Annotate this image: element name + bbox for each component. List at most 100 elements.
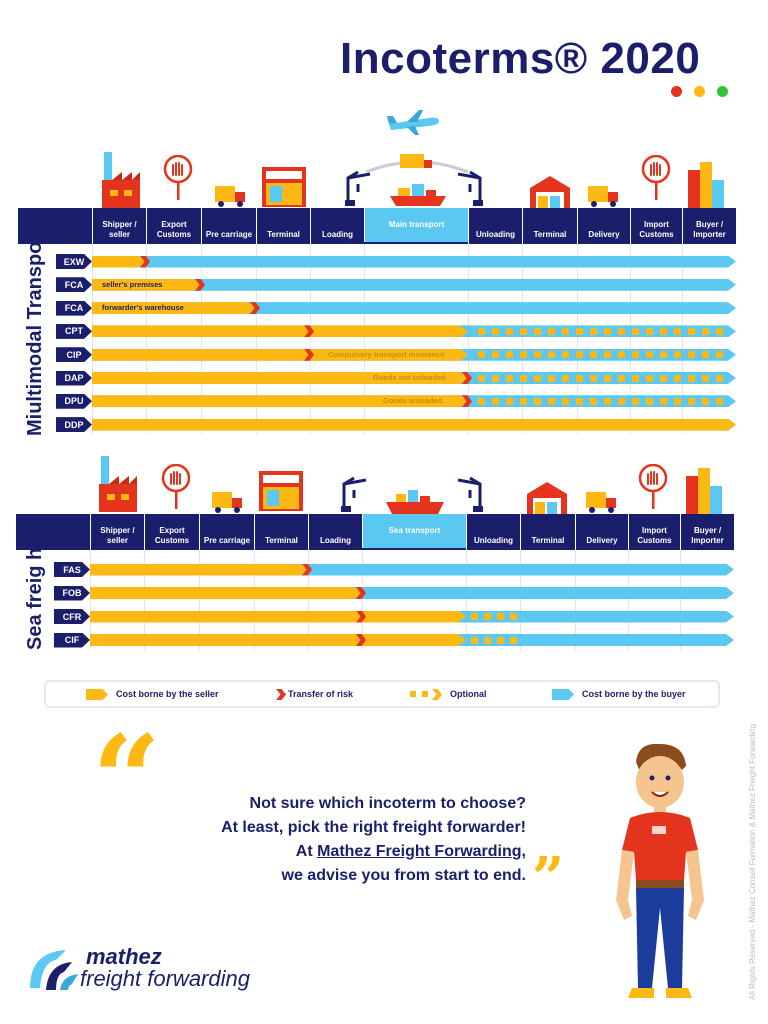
- sea-grid-line: [199, 550, 200, 650]
- mathez-link[interactable]: Mathez Freight Forwarding: [317, 843, 522, 860]
- quote-block: Not sure which incoterm to choose? At le…: [146, 792, 526, 888]
- risk-transfer-marker: [250, 302, 260, 315]
- optional-dot: [534, 351, 541, 359]
- optional-dot: [688, 397, 695, 405]
- risk-transfer-marker: [140, 255, 150, 268]
- terminal-building-icon-sea: [259, 471, 303, 511]
- optional-dot: [702, 327, 709, 335]
- optional-dot: [506, 374, 513, 382]
- multimodal-grid-line: [256, 244, 257, 434]
- incoterm-tag-fca: FCA: [56, 300, 92, 316]
- multimodal-grid-line: [364, 244, 365, 434]
- optional-dot: [478, 327, 485, 335]
- optional-dot: [688, 351, 695, 359]
- customs-hand-icon-2: [641, 155, 671, 200]
- optional-dot: [716, 374, 723, 382]
- quote-line-3-post: ,: [521, 843, 526, 860]
- optional-dot: [478, 397, 485, 405]
- optional-dot: [674, 327, 681, 335]
- incoterm-tag-ddp: DDP: [56, 417, 92, 433]
- optional-dot: [548, 397, 555, 405]
- seller-cost-bar: [92, 325, 468, 337]
- row-label: Compulsory transport insurance: [328, 349, 445, 359]
- optional-dot: [632, 351, 639, 359]
- sea-header-sea-transport: Sea transport: [362, 514, 466, 548]
- sea-header-terminal: Terminal: [520, 514, 575, 550]
- optional-dot: [632, 374, 639, 382]
- sea-header-import-customs: Import Customs: [628, 514, 680, 550]
- legend-risk-swatch: [276, 689, 286, 700]
- optional-dot: [688, 327, 695, 335]
- optional-dot: [562, 351, 569, 359]
- multimodal-header-main-transport: Main transport: [364, 208, 468, 242]
- optional-dot: [618, 351, 625, 359]
- multimodal-header-buyer-importer: Buyer / Importer: [682, 208, 736, 244]
- optional-dot: [702, 351, 709, 359]
- seller-cost-bar: [90, 587, 362, 599]
- incoterm-tag-fob: FOB: [54, 585, 90, 601]
- multimodal-grid-line: [92, 244, 93, 434]
- optional-dot: [646, 397, 653, 405]
- legend-seller-swatch: [86, 689, 108, 700]
- truck-icon-sea-2: [586, 492, 616, 513]
- factory-icon-sea: [99, 456, 137, 512]
- terminal-building-icon: [262, 167, 306, 207]
- sea-section: Shipper / seller Export Customs Pre carria…: [16, 514, 734, 650]
- multimodal-header-import-customs: Import Customs: [630, 208, 682, 244]
- legend-optional-dot: [410, 691, 416, 697]
- sea-header-loading: Loading: [308, 514, 362, 550]
- optional-dot: [497, 636, 504, 644]
- optional-dot: [674, 374, 681, 382]
- optional-dot: [497, 613, 504, 620]
- sea-grid-line: [575, 550, 576, 650]
- multimodal-grid-line: [577, 244, 578, 434]
- legend-seller-label: Cost borne by the seller: [116, 689, 219, 699]
- optional-dot: [492, 327, 499, 335]
- multimodal-header-export-customs: Export Customs: [146, 208, 201, 244]
- sea-header-export-customs: Export Customs: [144, 514, 199, 550]
- crane-icon: [345, 170, 371, 206]
- man-character-icon: [616, 743, 704, 998]
- sea-grid-line: [628, 550, 629, 650]
- optional-dot: [604, 374, 611, 382]
- customs-hand-icon: [163, 155, 193, 200]
- airplane-icon: [387, 110, 439, 135]
- legend-buyer-label: Cost borne by the buyer: [582, 689, 686, 699]
- crane-icon-sea-2: [457, 476, 483, 512]
- incoterm-tag-cfr: CFR: [54, 609, 90, 624]
- mathez-logo-icon: [30, 950, 78, 990]
- optional-dot: [510, 613, 517, 620]
- seller-cost-bar: [92, 279, 201, 291]
- multimodal-header-terminal: Terminal: [256, 208, 310, 244]
- sea-header-unloading: Unloading: [466, 514, 520, 550]
- red-dot: [671, 86, 682, 97]
- multimodal-grid-line: [146, 244, 147, 434]
- page-title: Incoterms® 2020: [340, 34, 701, 83]
- optional-dot: [576, 374, 583, 382]
- optional-dot: [674, 351, 681, 359]
- legend: Cost borne by the seller Transfer of ris…: [44, 680, 720, 708]
- sea-grid-line: [520, 550, 521, 650]
- risk-transfer-marker: [356, 610, 366, 623]
- risk-transfer-marker: [304, 325, 314, 338]
- optional-dot: [716, 327, 723, 335]
- crane-icon-sea: [341, 476, 367, 512]
- multimodal-grid-line: [630, 244, 631, 434]
- risk-transfer-marker: [356, 587, 366, 599]
- customs-hand-icon-sea: [161, 464, 191, 509]
- close-quote-icon: ”: [532, 845, 565, 911]
- sea-grid-line: [144, 550, 145, 650]
- sea-header-shipper-seller: Shipper / seller: [90, 514, 144, 550]
- copyright-footer: All Rights Reserved - Mathez Conseil For…: [748, 723, 757, 1000]
- optional-dot: [618, 374, 625, 382]
- row-label: seller's premises: [102, 279, 163, 289]
- multimodal-header-shipper-seller: Shipper / seller: [92, 208, 146, 244]
- optional-dot: [562, 397, 569, 405]
- seller-cost-bar: [92, 256, 146, 268]
- optional-dot: [590, 397, 597, 405]
- quote-line-4: we advise you from start to end.: [281, 867, 527, 884]
- city-icon: [688, 162, 724, 208]
- optional-dot: [660, 374, 667, 382]
- optional-dot: [688, 374, 695, 382]
- multimodal-grid-line: [468, 244, 469, 434]
